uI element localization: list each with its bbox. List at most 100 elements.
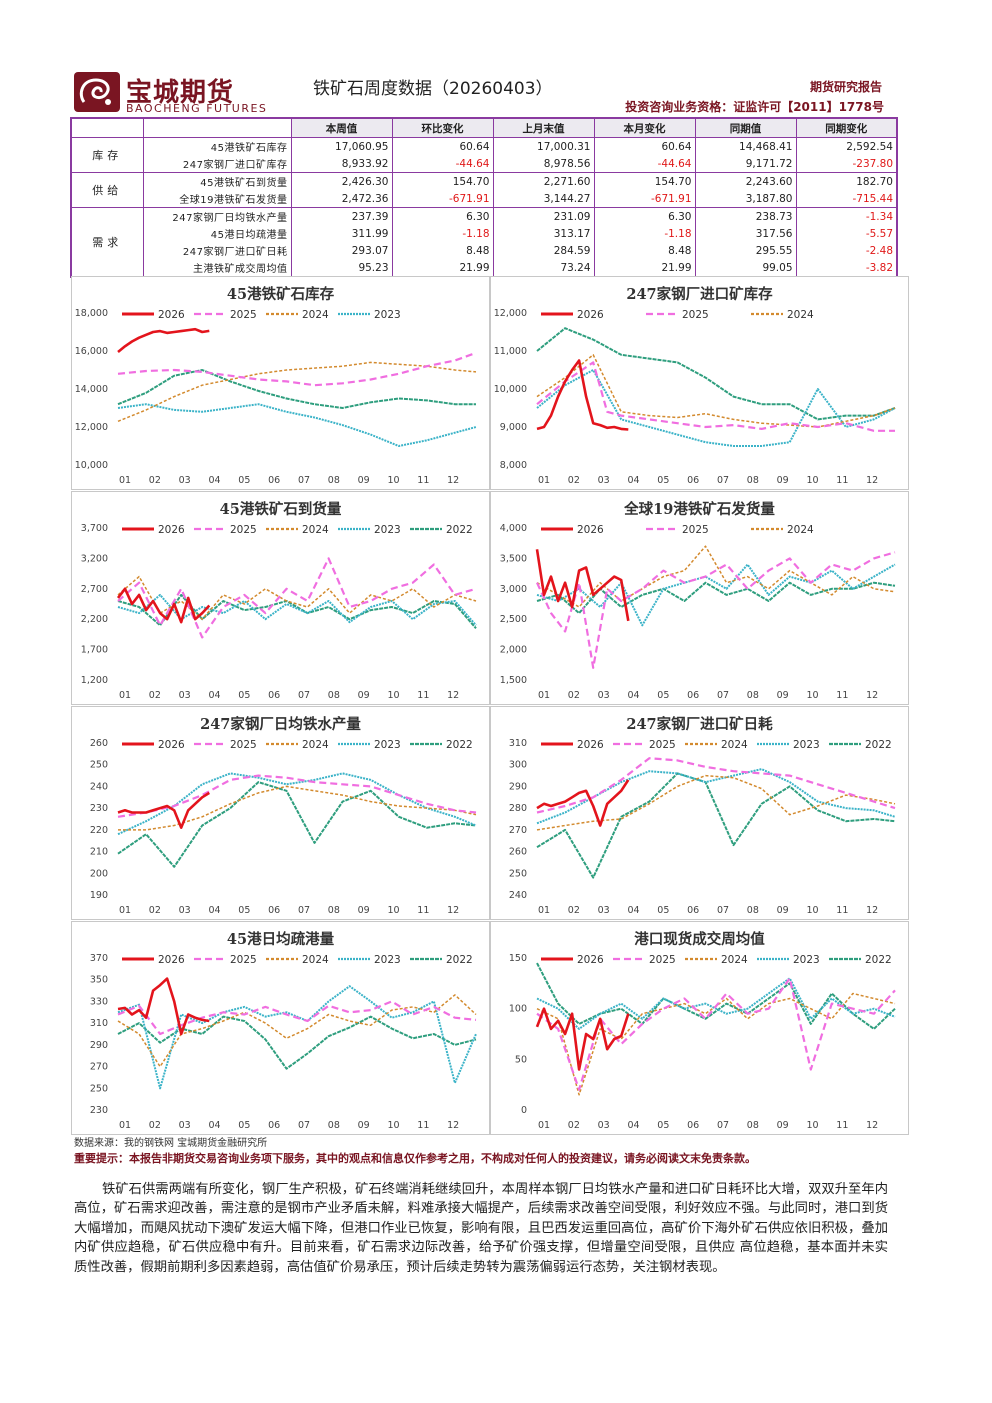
license-label: 投资咨询业务资格：证监许可【2011】1778号	[625, 100, 884, 114]
data-table: 本周值 环比变化 上月末值 本月变化 同期值 同期变化 库存 45港铁矿石库存 17,060.…	[70, 117, 898, 278]
y-tick-label: 150	[509, 953, 527, 964]
table-cell: 295.55	[694, 242, 797, 259]
y-tick-label: 2,000	[500, 645, 527, 656]
x-tick-label: 12	[866, 1120, 878, 1131]
series-line-2023	[536, 977, 896, 1030]
series-line-2022	[536, 962, 896, 1030]
x-tick-label: 10	[387, 1120, 399, 1131]
row-group-label: 需求	[70, 207, 144, 278]
chart-title: 45港铁矿石到货量	[220, 500, 342, 518]
row-label: 45港铁矿石到货量	[142, 172, 292, 190]
series-line-2023	[536, 369, 896, 447]
column-header: 本周值	[290, 117, 393, 138]
x-tick-label: 08	[328, 905, 340, 916]
company-logo: 宝城期货 BAOCHENG FUTURES	[74, 72, 294, 116]
series-line-2024	[536, 545, 896, 608]
series-line-2025	[117, 557, 477, 639]
x-tick-label: 02	[149, 1120, 161, 1131]
x-tick-label: 04	[208, 905, 220, 916]
x-tick-label: 02	[149, 690, 161, 701]
chart-title: 45港铁矿石库存	[227, 285, 335, 303]
table-cell: 154.70	[593, 172, 696, 190]
y-tick-label: 12,000	[494, 308, 527, 319]
legend-label: 2025	[230, 524, 257, 536]
table-cell: -715.44	[795, 190, 898, 208]
x-tick-label: 09	[358, 475, 370, 486]
table-cell: -237.80	[795, 155, 898, 173]
x-tick-label: 12	[447, 905, 459, 916]
x-tick-label: 08	[328, 475, 340, 486]
legend-label: 2024	[721, 739, 748, 751]
chart-title: 港口现货成交周均值	[634, 930, 765, 948]
table-cell: 21.99	[391, 259, 494, 278]
x-tick-label: 08	[328, 690, 340, 701]
legend-label: 2025	[230, 739, 257, 751]
table-cell: 238.73	[694, 207, 797, 225]
row-label: 45港铁矿石库存	[142, 137, 292, 155]
series-line-2024	[117, 361, 477, 422]
y-tick-label: 370	[90, 953, 108, 964]
legend-label: 2025	[682, 524, 709, 536]
legend-label: 2022	[865, 739, 892, 751]
table-cell: 99.05	[694, 259, 797, 278]
x-tick-label: 03	[598, 905, 610, 916]
chart-panel-247-mill-inventory: 247家钢厂进口矿库存 2026 2025 2024 8,000 9,000 10,000 1…	[490, 276, 909, 490]
x-tick-label: 10	[806, 690, 818, 701]
legend-label: 2024	[721, 954, 748, 966]
x-tick-label: 05	[657, 1120, 669, 1131]
table-row: 247家钢厂进口矿库存 8,933.92 -44.64 8,978.56 -44.64 9…	[71, 155, 898, 173]
legend-label: 2026	[577, 309, 604, 321]
x-tick-label: 04	[208, 475, 220, 486]
table-cell: 231.09	[492, 207, 595, 225]
x-tick-label: 02	[149, 905, 161, 916]
x-tick-label: 11	[417, 475, 429, 486]
series-line-2023	[117, 772, 477, 836]
x-tick-label: 05	[238, 1120, 250, 1131]
table-row: 247家钢厂进口矿日耗 293.07 8.48 284.59 8.48 295.55 -2.…	[71, 242, 898, 259]
row-label: 全球19港铁矿石发货量	[142, 190, 292, 208]
table-cell: 73.24	[492, 259, 595, 278]
x-tick-label: 04	[627, 1120, 639, 1131]
y-tick-label: 8,000	[500, 460, 527, 471]
y-tick-label: 190	[90, 890, 108, 901]
legend-label: 2026	[158, 309, 185, 321]
table-cell: 2,472.36	[290, 190, 393, 208]
y-tick-label: 10,000	[494, 384, 527, 395]
table-cell: 3,144.27	[492, 190, 595, 208]
x-tick-label: 01	[119, 1120, 131, 1131]
x-tick-label: 01	[119, 475, 131, 486]
legend-label: 2025	[230, 954, 257, 966]
y-tick-label: 2,500	[500, 614, 527, 625]
legend-label: 2022	[446, 524, 473, 536]
x-tick-label: 10	[806, 905, 818, 916]
x-tick-label: 05	[238, 905, 250, 916]
x-tick-label: 08	[747, 905, 759, 916]
x-tick-label: 02	[568, 905, 580, 916]
chart-title: 247家钢厂日均铁水产量	[200, 715, 361, 733]
table-cell: 17,060.95	[290, 137, 393, 155]
table-row: 45港日均疏港量 311.99 -1.18 313.17 -1.18 317.56 -5.5…	[71, 225, 898, 242]
series-line-2025	[117, 774, 477, 818]
table-cell: 8.48	[391, 242, 494, 259]
x-tick-label: 11	[836, 1120, 848, 1131]
x-tick-label: 06	[268, 1120, 280, 1131]
y-tick-label: 210	[90, 847, 108, 858]
x-tick-label: 07	[717, 905, 729, 916]
row-group-label: 供给	[70, 172, 144, 208]
table-cell: -1.34	[795, 207, 898, 225]
x-tick-label: 09	[358, 690, 370, 701]
y-tick-label: 270	[90, 1062, 108, 1073]
x-tick-label: 02	[568, 1120, 580, 1131]
x-tick-label: 05	[657, 475, 669, 486]
y-tick-label: 300	[509, 760, 527, 771]
x-tick-label: 11	[836, 905, 848, 916]
x-tick-label: 03	[179, 690, 191, 701]
table-cell: 311.99	[290, 225, 393, 242]
legend-label: 2026	[158, 524, 185, 536]
x-tick-label: 08	[747, 690, 759, 701]
y-tick-label: 290	[509, 781, 527, 792]
series-line-2026	[535, 1007, 630, 1071]
column-header: 上月末值	[492, 117, 595, 138]
legend-label: 2025	[230, 309, 257, 321]
chart-panel-ore-daily-consumption: 247家钢厂进口矿日耗 2026 2025 2024 2023 2022 240 250 260…	[490, 706, 909, 920]
